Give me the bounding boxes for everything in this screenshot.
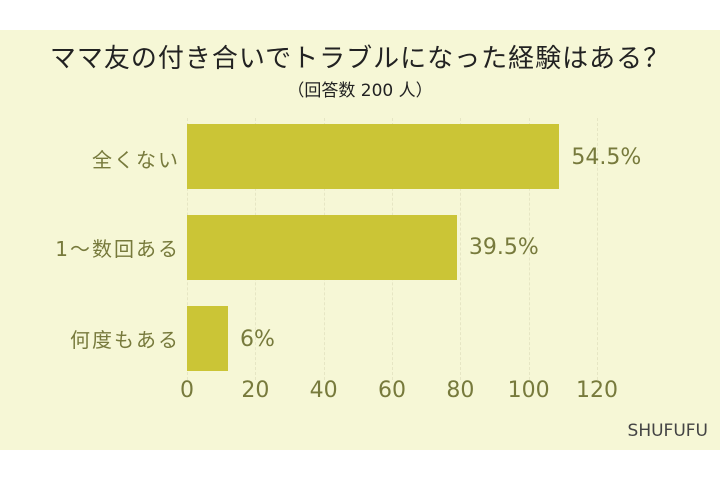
x-tick-label: 40 <box>309 378 338 403</box>
x-tick-label: 60 <box>378 378 406 403</box>
gridline <box>528 118 530 380</box>
x-tick-label: 100 <box>507 378 550 403</box>
category-label: 何度もある <box>70 328 180 352</box>
x-tick-label: 120 <box>576 378 618 403</box>
value-label: 54.5% <box>571 145 642 170</box>
brand-logo: SHUFUFU <box>627 421 708 441</box>
value-label: 39.5% <box>468 235 539 260</box>
category-label: 1～数回ある <box>55 237 180 261</box>
value-label: 6% <box>240 327 275 352</box>
gridline <box>460 118 462 380</box>
x-tick-label: 80 <box>446 378 475 403</box>
x-tick-label: 20 <box>241 378 270 403</box>
chart-subtitle: （回答数 200 人） <box>287 81 433 101</box>
bar <box>187 215 457 280</box>
gridline <box>597 118 598 380</box>
x-tick-label: 0 <box>180 378 194 403</box>
bar <box>187 306 228 371</box>
bar <box>187 124 560 189</box>
chart-title: ママ友の付き合いでトラブルになった経験はある？ <box>49 44 671 74</box>
category-label: 全くない <box>92 148 180 172</box>
